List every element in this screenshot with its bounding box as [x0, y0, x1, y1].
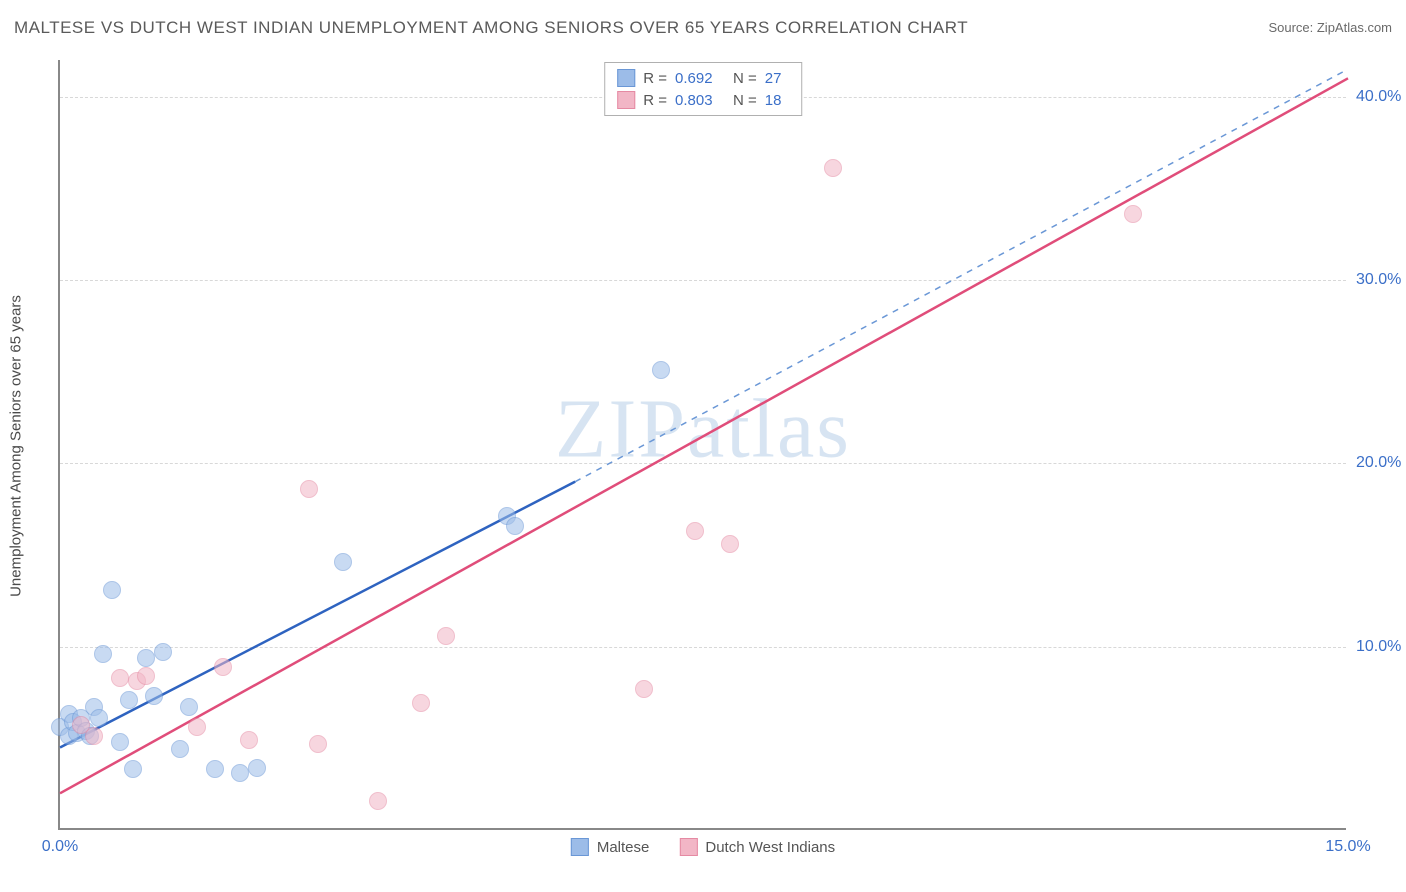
- data-point: [412, 694, 430, 712]
- y-tick-label: 40.0%: [1356, 88, 1406, 106]
- legend-swatch: [617, 91, 635, 109]
- y-axis-label: Unemployment Among Seniors over 65 years: [8, 295, 25, 597]
- legend-row: R = 0.803 N = 18: [617, 89, 789, 111]
- data-point: [240, 731, 258, 749]
- y-tick-label: 10.0%: [1356, 638, 1406, 656]
- legend-r-value: 0.803: [675, 92, 725, 109]
- legend-series-item: Maltese: [571, 838, 650, 856]
- source-attribution: Source: ZipAtlas.com: [1268, 20, 1392, 35]
- legend-series-label: Dutch West Indians: [705, 839, 835, 856]
- data-point: [686, 522, 704, 540]
- data-point: [635, 680, 653, 698]
- data-point: [90, 709, 108, 727]
- legend-n-label: N =: [733, 70, 757, 87]
- scatter-points: [60, 60, 1346, 828]
- legend-series: Maltese Dutch West Indians: [571, 838, 835, 856]
- data-point: [111, 669, 129, 687]
- data-point: [103, 581, 121, 599]
- legend-series-label: Maltese: [597, 839, 650, 856]
- data-point: [145, 687, 163, 705]
- y-tick-label: 20.0%: [1356, 454, 1406, 472]
- title-bar: MALTESE VS DUTCH WEST INDIAN UNEMPLOYMEN…: [14, 18, 1392, 42]
- legend-n-label: N =: [733, 92, 757, 109]
- data-point: [300, 480, 318, 498]
- data-point: [231, 764, 249, 782]
- legend-series-item: Dutch West Indians: [679, 838, 835, 856]
- data-point: [137, 649, 155, 667]
- legend-row: R = 0.692 N = 27: [617, 67, 789, 89]
- legend-r-label: R =: [643, 92, 667, 109]
- legend-n-value: 27: [765, 70, 789, 87]
- data-point: [85, 727, 103, 745]
- legend-correlation: R = 0.692 N = 27 R = 0.803 N = 18: [604, 62, 802, 116]
- chart-plot-area: ZIPatlas 10.0%20.0%30.0%40.0% R =0.692N …: [58, 60, 1346, 830]
- data-point: [206, 760, 224, 778]
- chart-title: MALTESE VS DUTCH WEST INDIAN UNEMPLOYMEN…: [14, 18, 968, 37]
- legend-r-label: R =: [643, 70, 667, 87]
- data-point: [437, 627, 455, 645]
- data-point: [334, 553, 352, 571]
- data-point: [120, 691, 138, 709]
- data-point: [721, 535, 739, 553]
- data-point: [214, 658, 232, 676]
- data-point: [180, 698, 198, 716]
- data-point: [124, 760, 142, 778]
- data-point: [824, 159, 842, 177]
- x-tick-label: 0.0%: [42, 838, 78, 856]
- legend-n-value: 18: [765, 92, 789, 109]
- data-point: [111, 733, 129, 751]
- data-point: [154, 643, 172, 661]
- data-point: [171, 740, 189, 758]
- legend-swatch: [679, 838, 697, 856]
- legend-swatch: [617, 69, 635, 87]
- data-point: [506, 517, 524, 535]
- data-point: [94, 645, 112, 663]
- legend-r-value: 0.692: [675, 70, 725, 87]
- data-point: [248, 759, 266, 777]
- legend-swatch: [571, 838, 589, 856]
- data-point: [137, 667, 155, 685]
- data-point: [309, 735, 327, 753]
- data-point: [369, 792, 387, 810]
- y-tick-label: 30.0%: [1356, 271, 1406, 289]
- x-tick-label: 15.0%: [1325, 838, 1370, 856]
- data-point: [1124, 205, 1142, 223]
- data-point: [188, 718, 206, 736]
- data-point: [652, 361, 670, 379]
